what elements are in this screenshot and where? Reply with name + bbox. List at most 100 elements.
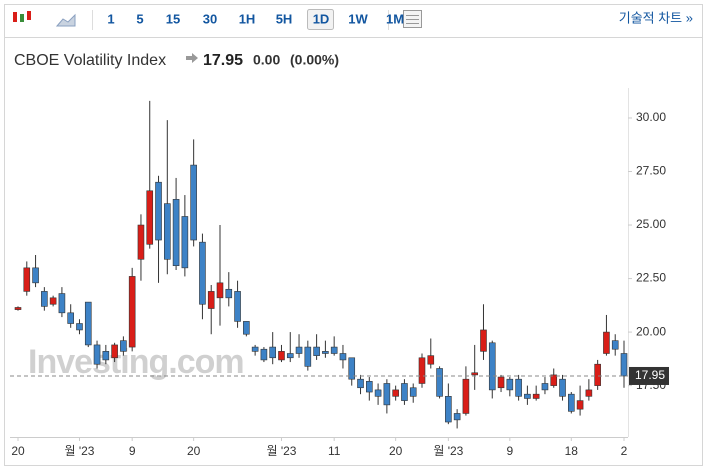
candle-body <box>445 396 452 423</box>
candle-body <box>41 291 48 307</box>
frame <box>4 4 703 466</box>
candle-body <box>559 378 566 397</box>
candle-body <box>146 190 154 245</box>
interval-active <box>307 9 334 30</box>
candle-body <box>436 368 443 397</box>
candle-body <box>14 307 22 310</box>
candle-body <box>32 267 39 284</box>
candle-body <box>164 203 171 260</box>
interval-button[interactable]: 30 <box>203 11 217 26</box>
advanced-chart-link[interactable]: 기술적 차트 » <box>619 10 693 25</box>
candle-body <box>155 181 162 241</box>
candle-body <box>392 389 399 397</box>
candle-body <box>611 340 619 350</box>
interval-button[interactable]: 5H <box>276 11 293 26</box>
candle-body <box>603 331 610 354</box>
candle-body <box>532 393 540 399</box>
candle-body <box>550 374 558 386</box>
y-tick-label: 22.50 <box>636 271 666 285</box>
x-tick-label: 월 '23 <box>64 444 94 458</box>
interval-button[interactable]: 1D <box>313 11 330 26</box>
candle-body <box>23 267 31 292</box>
candle-body <box>49 297 57 305</box>
candle-body <box>181 216 189 269</box>
candle-body <box>278 351 285 361</box>
last-price-label: 17.95 <box>635 368 665 382</box>
price-change-pct: (0.00%) <box>290 52 339 68</box>
interval-button[interactable]: 1W <box>348 11 368 26</box>
candle-body <box>67 312 74 324</box>
y-tick-label: 27.50 <box>636 164 666 178</box>
candle-body <box>515 378 522 397</box>
y-tick-label: 20.00 <box>636 324 666 338</box>
candle-body <box>541 383 549 391</box>
candle-body <box>313 346 320 356</box>
x-tick-label: 2 <box>621 444 628 458</box>
x-tick-label: 20 <box>389 444 403 458</box>
candle-body <box>585 389 593 397</box>
candle-body <box>620 353 628 377</box>
candle-body <box>207 291 215 309</box>
instrument-name: CBOE Volatility Index <box>14 52 166 69</box>
interval-button[interactable]: 1M <box>386 11 404 26</box>
candle-body <box>366 381 373 393</box>
x-tick-label: 월 '23 <box>433 444 463 458</box>
candle-body <box>330 346 338 354</box>
candle-body <box>243 321 250 335</box>
candle-body <box>295 346 303 354</box>
candle-body <box>497 376 505 389</box>
x-tick-label: 11 <box>328 444 341 458</box>
arrow-icon <box>186 53 198 63</box>
candle-body <box>225 288 233 299</box>
x-tick-label: 9 <box>129 444 136 458</box>
candle-body <box>111 344 118 359</box>
candle-body <box>120 340 127 352</box>
candle-body <box>199 241 206 305</box>
y-tick-label: 30.00 <box>636 110 666 124</box>
candle-body <box>234 291 241 322</box>
interval-button[interactable]: 1H <box>239 11 256 26</box>
candle-body <box>506 378 514 391</box>
candle-body <box>524 393 531 399</box>
candle-body <box>190 164 197 241</box>
candle-body <box>93 344 101 365</box>
candle-body <box>216 282 224 299</box>
candle-body <box>251 346 259 352</box>
candle-body <box>576 400 584 410</box>
candle-body <box>286 353 294 359</box>
last-price-box <box>629 366 669 385</box>
candle-body <box>84 301 92 346</box>
candle-body <box>269 346 276 359</box>
candle-body <box>374 389 382 397</box>
x-tick-label: 월 '23 <box>266 444 296 458</box>
candle-body <box>488 342 496 391</box>
watermark: Investing.com <box>28 343 244 381</box>
candle-body <box>418 357 426 384</box>
candle-body <box>322 351 329 354</box>
candle-body <box>357 378 364 389</box>
area-icon[interactable] <box>55 13 76 27</box>
interval-button[interactable]: 15 <box>166 11 180 26</box>
candle-body <box>260 348 268 361</box>
x-tick-label: 18 <box>565 444 579 458</box>
candle-body <box>348 357 356 380</box>
table-icon[interactable] <box>403 10 422 28</box>
candle-body <box>137 224 145 260</box>
candle-body <box>462 378 470 414</box>
x-tick-label: 9 <box>506 444 513 458</box>
candle-body <box>339 353 347 361</box>
last-price: 17.95 <box>203 52 243 69</box>
candle-body <box>128 276 136 348</box>
price-change: 0.00 <box>253 52 280 68</box>
candle-body <box>383 383 391 406</box>
candle-body <box>401 383 408 401</box>
y-tick-label: 25.00 <box>636 217 666 231</box>
x-tick-label: 20 <box>187 444 201 458</box>
candle-icon[interactable] <box>13 11 31 22</box>
x-tick-label: 20 <box>11 444 25 458</box>
interval-button[interactable]: 5 <box>136 11 143 26</box>
candle-body <box>102 351 110 361</box>
interval-button[interactable]: 1 <box>107 11 114 26</box>
candle-body <box>427 355 435 365</box>
